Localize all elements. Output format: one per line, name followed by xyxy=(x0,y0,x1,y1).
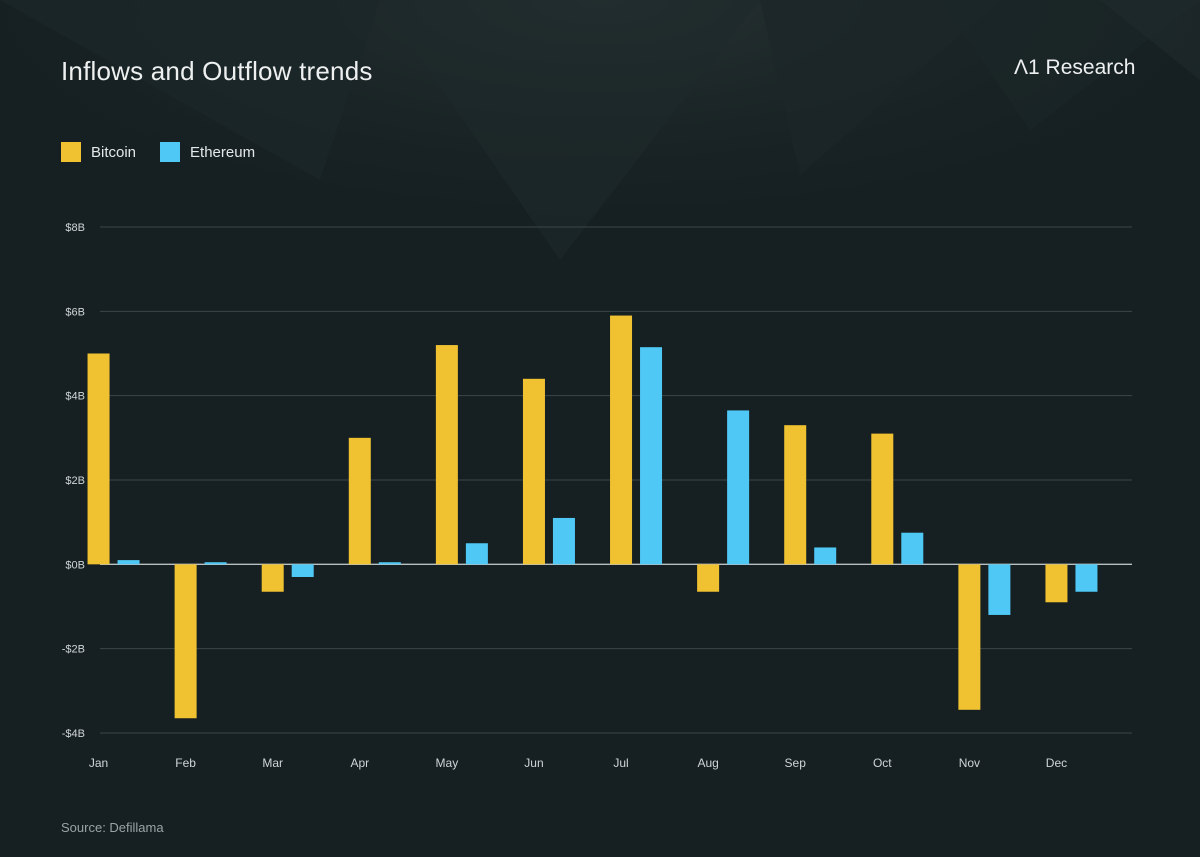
legend-item-bitcoin: Bitcoin xyxy=(61,142,136,162)
x-tick-label: Aug xyxy=(697,756,718,770)
bar-bitcoin-may xyxy=(435,345,458,565)
legend: Bitcoin Ethereum xyxy=(61,142,279,162)
x-tick-label: Apr xyxy=(350,756,369,770)
bar-ethereum-jan xyxy=(117,560,140,565)
bar-ethereum-may xyxy=(465,543,488,565)
bar-bitcoin-aug xyxy=(697,564,720,592)
legend-swatch-ethereum xyxy=(160,142,181,162)
bar-bitcoin-mar xyxy=(261,564,284,592)
legend-swatch-bitcoin xyxy=(61,142,81,162)
bar-bitcoin-dec xyxy=(1045,564,1068,603)
x-tick-label: Sep xyxy=(785,756,807,770)
bar-ethereum-aug xyxy=(727,410,750,565)
x-tick-label: Jun xyxy=(524,756,543,770)
source-note: Source: Defillama xyxy=(61,820,164,835)
x-tick-label: Dec xyxy=(1046,756,1067,770)
bar-bitcoin-jun xyxy=(522,378,545,565)
y-tick-label: $4B xyxy=(65,391,85,403)
y-tick-label: $0B xyxy=(65,559,85,571)
x-tick-label: Mar xyxy=(262,756,283,770)
bar-bitcoin-jan xyxy=(87,353,110,565)
y-tick-label: $8B xyxy=(65,222,85,234)
bar-ethereum-apr xyxy=(378,562,401,565)
x-tick-label: Jan xyxy=(89,756,108,770)
bar-ethereum-jul xyxy=(640,347,663,565)
y-tick-label: -$4B xyxy=(62,728,85,740)
bar-ethereum-nov xyxy=(988,564,1011,615)
bar-bitcoin-nov xyxy=(958,564,981,710)
bar-ethereum-mar xyxy=(291,564,314,577)
legend-item-ethereum: Ethereum xyxy=(160,142,255,162)
bar-ethereum-oct xyxy=(901,532,924,565)
bar-ethereum-dec xyxy=(1075,564,1098,592)
x-tick-label: Oct xyxy=(873,756,892,770)
x-tick-label: Nov xyxy=(959,756,980,770)
legend-label-bitcoin: Bitcoin xyxy=(91,143,137,161)
bar-ethereum-feb xyxy=(204,562,227,565)
legend-label-ethereum: Ethereum xyxy=(190,143,256,161)
bar-ethereum-sep xyxy=(814,547,837,565)
y-tick-label: $2B xyxy=(65,475,85,487)
bar-bitcoin-oct xyxy=(871,433,894,565)
brand-logo: Λ1 Research xyxy=(1014,56,1136,79)
bar-bitcoin-jul xyxy=(610,315,633,565)
bar-bitcoin-apr xyxy=(348,437,371,565)
x-tick-label: Jul xyxy=(613,756,628,770)
y-tick-label: -$2B xyxy=(62,644,85,656)
bar-ethereum-jun xyxy=(552,517,575,565)
bar-bitcoin-feb xyxy=(174,564,197,719)
y-tick-label: $6B xyxy=(65,306,85,318)
x-tick-label: Feb xyxy=(175,756,196,770)
bar-bitcoin-sep xyxy=(784,425,807,565)
chart-title: Inflows and Outflow trends xyxy=(61,56,373,86)
x-tick-label: May xyxy=(436,756,459,770)
